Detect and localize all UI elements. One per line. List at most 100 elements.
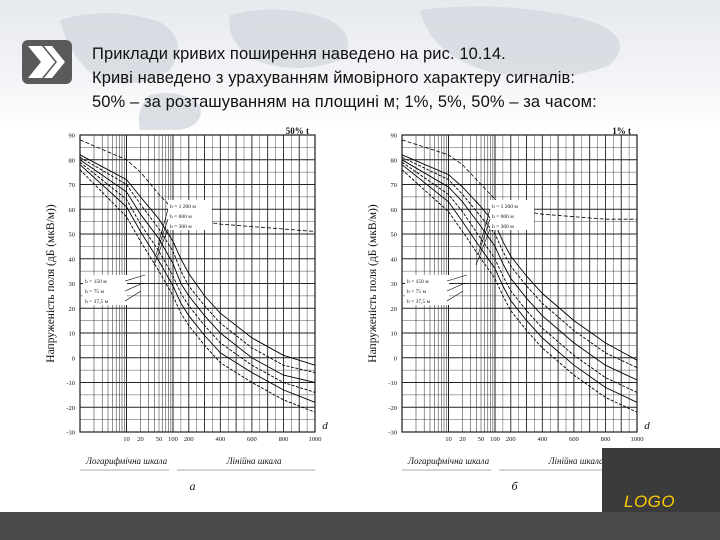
y-tick-label: -10 bbox=[66, 380, 75, 387]
double-chevron-icon bbox=[22, 40, 72, 84]
legend-bottom-box bbox=[405, 275, 449, 305]
x-tick-label: 400 bbox=[537, 436, 547, 443]
y-tick-label: 70 bbox=[391, 182, 398, 189]
x-tick-label: 200 bbox=[506, 436, 516, 443]
y-tick-label: 0 bbox=[72, 355, 75, 362]
y-tick-label: 20 bbox=[69, 306, 76, 313]
x-label-linear: Лінійна шкала bbox=[225, 456, 282, 466]
text-line-3: 50% – за розташуванням на площині м; 1%,… bbox=[92, 93, 597, 111]
legend-leader bbox=[124, 274, 146, 282]
x-tick-label: 20 bbox=[459, 436, 466, 443]
legend-leader bbox=[124, 282, 144, 292]
y-tick-label: -30 bbox=[388, 430, 397, 437]
x-tick-label: 10 bbox=[123, 436, 130, 443]
series-line-3 bbox=[401, 159, 638, 381]
legend-leader bbox=[446, 290, 464, 302]
series-line-3 bbox=[79, 159, 316, 383]
x-axis-letter: d bbox=[322, 420, 328, 432]
x-tick-label: 200 bbox=[184, 436, 194, 443]
y-tick-label: 50 bbox=[391, 232, 398, 239]
series-line-4 bbox=[401, 161, 638, 393]
x-tick-label: 800 bbox=[279, 436, 289, 443]
y-tick-label: -30 bbox=[66, 430, 75, 437]
time-label: 50% t bbox=[286, 126, 309, 136]
legend-top-item: h = 1 200 м bbox=[170, 204, 196, 210]
x-label-log: Логарифмічна шкала bbox=[85, 456, 168, 466]
series-line-2 bbox=[79, 156, 316, 374]
x-tick-label: 10 bbox=[445, 436, 452, 443]
legend-leader bbox=[446, 274, 468, 282]
legend-leader bbox=[155, 218, 169, 256]
legend-leader bbox=[477, 218, 491, 256]
x-tick-label: 50 bbox=[478, 436, 485, 443]
y-tick-label: 40 bbox=[391, 256, 398, 263]
legend-top-item: h = 300 м bbox=[492, 224, 514, 230]
series-line-2 bbox=[401, 156, 638, 369]
legend-top-item: h = 600 м bbox=[170, 214, 192, 220]
text-line-1: Приклади кривих поширення наведено на ри… bbox=[92, 45, 506, 63]
legend-leader bbox=[157, 208, 169, 246]
legend-leader bbox=[446, 282, 466, 292]
x-tick-label: 1000 bbox=[309, 436, 322, 443]
panel-label: а bbox=[190, 479, 196, 493]
y-tick-label: 0 bbox=[394, 355, 397, 362]
legend-bottom-item: h = 150 м bbox=[85, 279, 107, 285]
y-tick-label: 30 bbox=[69, 281, 76, 288]
y-tick-label: 80 bbox=[391, 157, 398, 164]
y-axis-label: Напруженість поля (дБ (мкВ/м)) bbox=[367, 204, 379, 363]
series-line-1 bbox=[79, 154, 316, 366]
series-line-6 bbox=[79, 169, 316, 413]
y-tick-label: 70 bbox=[69, 182, 76, 189]
x-tick-label: 100 bbox=[490, 436, 500, 443]
series-line-5 bbox=[401, 164, 638, 403]
y-tick-label: 20 bbox=[391, 306, 398, 313]
legend-bottom-item: h = 75 м bbox=[85, 289, 104, 295]
y-tick-label: -10 bbox=[388, 380, 397, 387]
x-label-log: Логарифмічна шкала bbox=[407, 456, 490, 466]
x-tick-label: 20 bbox=[137, 436, 144, 443]
y-tick-label: 30 bbox=[391, 281, 398, 288]
y-tick-label: -20 bbox=[66, 405, 75, 412]
footer-band bbox=[0, 512, 720, 540]
y-tick-label: 50 bbox=[69, 232, 76, 239]
x-axis-letter: d bbox=[644, 420, 650, 432]
slide-text: Приклади кривих поширення наведено на ри… bbox=[92, 42, 692, 114]
legend-top-box bbox=[490, 200, 534, 230]
y-tick-label: 90 bbox=[69, 133, 76, 140]
series-line-1 bbox=[401, 154, 638, 361]
legend-bottom-box bbox=[83, 275, 127, 305]
x-label-linear: Лінійна шкала bbox=[547, 456, 604, 466]
x-tick-label: 800 bbox=[601, 436, 611, 443]
y-tick-label: 10 bbox=[69, 331, 76, 338]
time-label: 1% t bbox=[612, 126, 631, 136]
series-line-4 bbox=[79, 161, 316, 393]
legend-bottom-item: h = 37,5 м bbox=[85, 299, 109, 305]
x-tick-label: 100 bbox=[168, 436, 178, 443]
text-line-2: Криві наведено з урахуванням ймовірного … bbox=[92, 69, 576, 87]
x-tick-label: 600 bbox=[569, 436, 579, 443]
panel-label: б bbox=[511, 479, 518, 493]
legend-top-box bbox=[168, 200, 212, 230]
y-tick-label: 10 bbox=[391, 331, 398, 338]
legend-top-item: h = 300 м bbox=[170, 224, 192, 230]
legend-bottom-item: h = 37,5 м bbox=[407, 299, 431, 305]
y-tick-label: -20 bbox=[388, 405, 397, 412]
legend-top-item: h = 1 200 м bbox=[492, 204, 518, 210]
series-line-6 bbox=[401, 169, 638, 413]
y-tick-label: 40 bbox=[69, 256, 76, 263]
legend-leader bbox=[475, 228, 491, 266]
y-axis-label: Напруженість поля (дБ (мкВ/м)) bbox=[45, 204, 57, 363]
series-line-5 bbox=[79, 164, 316, 403]
y-tick-label: 60 bbox=[69, 207, 76, 214]
logo: LOGO bbox=[624, 492, 676, 511]
y-tick-label: 90 bbox=[391, 133, 398, 140]
world-map-background bbox=[0, 0, 720, 130]
x-tick-label: 600 bbox=[247, 436, 257, 443]
x-tick-label: 1000 bbox=[631, 436, 644, 443]
y-tick-label: 80 bbox=[69, 157, 76, 164]
legend-bottom-item: h = 75 м bbox=[407, 289, 426, 295]
y-tick-label: 60 bbox=[391, 207, 398, 214]
legend-top-item: h = 600 м bbox=[492, 214, 514, 220]
